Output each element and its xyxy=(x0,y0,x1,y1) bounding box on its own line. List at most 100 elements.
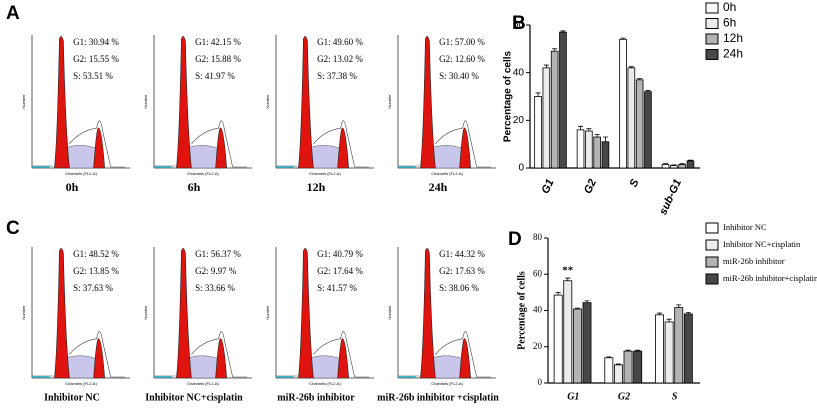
bar xyxy=(661,164,670,169)
y-axis-label: Number xyxy=(387,94,392,109)
error-bar xyxy=(560,30,566,33)
legend-label: 24h xyxy=(723,47,743,61)
phase-stat: G1: 40.79 % xyxy=(317,249,363,259)
caption: Inhibitor NC xyxy=(44,392,100,403)
legend-label: Inhibitor NC xyxy=(723,222,767,232)
g2-peak xyxy=(459,338,471,379)
caption: 6h xyxy=(188,180,201,194)
legend-swatch xyxy=(705,18,719,29)
bar xyxy=(553,294,563,384)
legend-label: Inhibitor NC+cisplatin xyxy=(723,239,801,249)
caption: 0h xyxy=(66,180,79,194)
g1-peak xyxy=(176,36,192,169)
error-bar xyxy=(637,78,643,80)
bar xyxy=(559,31,567,169)
legend-label: 12h xyxy=(723,31,743,45)
bar xyxy=(644,91,652,169)
caption: 24h xyxy=(429,180,448,194)
phase-stat: G1: 48.52 % xyxy=(73,249,119,259)
x-tick-label: G1 xyxy=(540,177,557,195)
x-tick-label: sub-G1 xyxy=(657,177,684,216)
y-tick-label: 20 xyxy=(513,115,525,126)
y-tick-label: 80 xyxy=(533,232,543,242)
error-bar xyxy=(584,300,590,303)
y-tick-label: 60 xyxy=(533,268,543,278)
x-axis-label: Channels (FL2-A) xyxy=(187,381,219,386)
phase-stat: G1: 49.60 % xyxy=(317,37,363,47)
g2-peak xyxy=(215,338,227,379)
phase-stat: S: 37.63 % xyxy=(73,283,113,293)
caption: Inhibitor NC+cisplatin xyxy=(145,392,243,403)
phase-stat: S: 30.40 % xyxy=(439,71,479,81)
phase-stat: S: 41.57 % xyxy=(317,283,357,293)
outline xyxy=(276,331,369,378)
bar xyxy=(664,321,674,384)
y-tick-label: 0 xyxy=(538,377,543,387)
bar xyxy=(623,350,633,384)
y-axis-label: Percentage of cells xyxy=(503,50,514,142)
error-bar xyxy=(625,349,631,352)
phase-stat: G2: 9.97 % xyxy=(195,266,237,276)
legend-swatch xyxy=(705,222,719,234)
bar xyxy=(604,357,614,384)
phase-stat: S: 41.97 % xyxy=(195,71,235,81)
g2-peak xyxy=(337,338,349,379)
outline xyxy=(32,331,125,378)
legend-swatch xyxy=(705,273,719,285)
bar xyxy=(619,38,627,169)
bar xyxy=(655,314,664,384)
bar xyxy=(635,79,644,169)
bar xyxy=(601,141,610,169)
error-bar xyxy=(574,307,580,310)
error-bar xyxy=(535,92,541,97)
outline xyxy=(32,120,125,168)
legend-swatch xyxy=(705,239,719,251)
g1-peak xyxy=(420,248,436,379)
phase-stat: S: 33.66 % xyxy=(195,283,235,293)
phase-stat: G1: 57.00 % xyxy=(439,37,485,47)
error-bar xyxy=(645,90,651,92)
bar xyxy=(550,50,559,169)
legend-label: 6h xyxy=(723,16,736,30)
error-bar xyxy=(666,318,672,322)
error-bar xyxy=(565,277,571,281)
error-bar xyxy=(635,349,641,352)
phase-stat: G1: 30.94 % xyxy=(73,37,119,47)
x-axis-label: Channels (FL2-A) xyxy=(309,171,341,176)
error-bar xyxy=(663,163,669,165)
error-bar xyxy=(615,363,621,365)
error-bar xyxy=(543,64,549,68)
bar xyxy=(674,307,684,384)
panel-label: D xyxy=(508,229,522,250)
phase-stat: G2: 17.63 % xyxy=(439,266,485,276)
phase-stat: G2: 13.02 % xyxy=(317,54,363,64)
legend-swatch xyxy=(705,49,719,60)
x-axis-label: Channels (FL2-A) xyxy=(65,381,97,386)
bar xyxy=(686,160,695,169)
bar xyxy=(613,364,623,384)
x-axis-label: Channels (FL2-A) xyxy=(431,381,463,386)
phase-stat: S: 37.38 % xyxy=(317,71,357,81)
g2-peak xyxy=(337,127,349,169)
error-bar xyxy=(679,163,685,165)
x-axis-label: Channels (FL2-A) xyxy=(187,171,219,176)
caption: miR-26b inhibitor xyxy=(277,392,355,403)
bar xyxy=(582,302,592,384)
error-bar xyxy=(555,291,561,296)
g2-peak xyxy=(459,127,471,169)
x-tick-label: G1 xyxy=(567,391,579,402)
y-axis-label: Number xyxy=(265,305,270,320)
g1-peak xyxy=(54,248,70,379)
significance: ** xyxy=(562,265,574,277)
bar xyxy=(542,67,551,169)
legend-swatch xyxy=(705,256,719,268)
y-axis-label: Number xyxy=(143,305,148,320)
phase-stat: S: 53.51 % xyxy=(73,71,113,81)
bar xyxy=(585,130,593,169)
x-tick-label: S xyxy=(628,177,642,189)
outline xyxy=(276,120,369,168)
panel-label: B xyxy=(512,13,526,34)
caption: miR-26b inhibitor +cisplatin xyxy=(377,392,499,403)
x-axis-label: Channels (FL2-A) xyxy=(309,381,341,386)
